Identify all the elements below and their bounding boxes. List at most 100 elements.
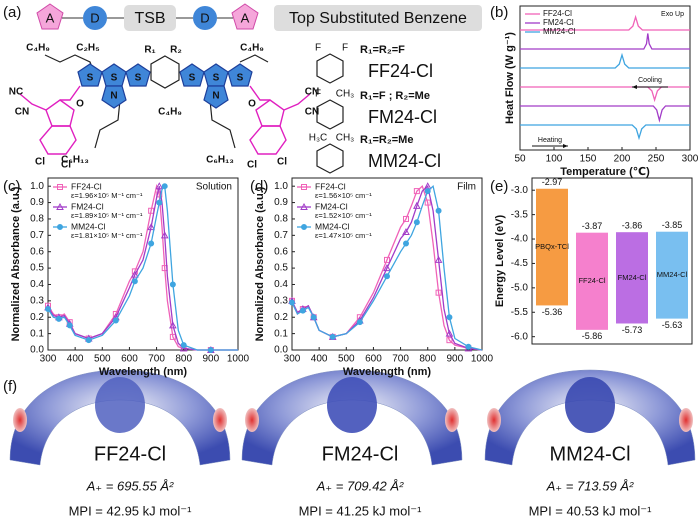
atom-label: CN [305,87,319,98]
esp-mpi: MPI = 42.95 kJ mol⁻¹ [69,503,192,518]
substituent-formula: R₁=R₂=F [360,44,405,56]
y-tick-label: 0.2 [30,312,44,323]
side-chain [209,99,236,149]
data-line [520,124,690,141]
legend-epsilon: ε=1.81×10⁵ M⁻¹ cm⁻¹ [71,231,143,240]
acceptor-name: FF24-Cl [368,61,433,81]
atom-label: S [135,73,142,84]
molecule [19,54,311,155]
esp-surface [241,369,463,466]
x-tick-label: 700 [148,354,165,365]
marker [66,322,73,329]
marker [131,270,139,278]
y-tick-label: 1.0 [274,181,288,192]
panel-label: (a) [3,4,21,21]
legend-label: FM24-Cl [315,201,348,211]
x-tick-label: 500 [94,354,111,365]
marker [299,307,306,314]
x-tick-label: 900 [203,354,220,365]
acceptor-ring [39,125,77,155]
acceptor-ring [249,125,287,155]
y-tick-label: 0.9 [274,197,288,208]
x-tick-label: 500 [338,354,355,365]
atom-label: O [76,99,84,110]
y-tick-label: -4.5 [511,258,529,269]
plot-frame [291,177,483,351]
x-tick-label: 300 [682,154,699,165]
esp-mpi: MPI = 41.25 kJ mol⁻¹ [299,503,422,518]
marker [402,228,410,236]
atom-label: C₂H₅ [76,43,100,54]
legend-epsilon: ε=1.52×10⁵ cm⁻¹ [315,211,372,220]
y-tick-label: -4.0 [511,234,529,245]
unit-label: TSB [134,10,165,27]
marker [156,199,163,206]
marker [289,299,295,306]
marker [384,256,390,263]
y-tick-label: 0.8 [30,214,44,225]
atom-label: Cl [35,157,45,168]
marker [301,184,307,190]
x-tick-label: 300 [40,354,57,365]
data-line [520,14,690,31]
x-tick-label: 700 [392,354,409,365]
atom-label: R₁ [144,45,155,56]
marker [131,278,138,285]
homo-label: -5.86 [582,331,603,341]
atom-label: C₆H₁₃ [206,155,234,166]
y-axis-label: Normalized Absorbance (a.u.) [10,186,22,341]
caption-box [274,5,482,31]
esp-surface [9,369,231,466]
atom-label: Cl [277,157,287,168]
y-tick-label: 0.1 [274,328,288,339]
y-tick-label: 0.6 [30,246,44,257]
side-chain [239,54,269,63]
atom-label: S [237,73,244,84]
marker [435,289,442,296]
atom-label: C₆H₁₃ [61,155,89,166]
esp-area: A₊ = 709.42 Å² [316,478,404,493]
chart-title: Solution [196,182,232,193]
atom-label: N [212,91,219,102]
y-tick-label: 0.6 [274,246,288,257]
atom-label: CN [15,107,29,118]
legend-label: FM24-Cl [71,201,104,211]
benzene [316,53,344,84]
marker [300,202,308,210]
marker [413,219,420,226]
x-axis-label: Wavelength (nm) [99,366,188,378]
tsb-shape [124,5,176,31]
energy-bar [576,232,608,330]
legend-epsilon: ε=1.96×10⁵ M⁻¹ cm⁻¹ [71,191,143,200]
marker [403,240,409,247]
energy-bar [536,188,568,306]
atom-label: Cl [247,160,257,171]
arrow-head [632,85,637,89]
marker [310,314,317,321]
lumo-label: -3.87 [582,221,603,231]
plot-frame [531,177,693,345]
bar-label: MM24-Cl [657,270,688,279]
x-tick-label: 800 [175,354,192,365]
x-tick-label: 1000 [471,354,494,365]
x-tick-label: 50 [514,154,526,165]
marker [445,329,454,337]
atom-label: NC [9,87,23,98]
atom-label: S [213,73,220,84]
marker [155,182,164,190]
marker [403,215,409,222]
y-axis-label: Normalized Absorbance (a.u.) [254,186,266,341]
marker [465,343,472,350]
dicyano [283,93,311,111]
marker [424,188,431,195]
homo-label: -5.36 [542,307,563,317]
unit-label: D [90,10,99,25]
legend-label: MM24-Cl [315,221,350,231]
legend-label: FF24-Cl [543,9,572,18]
marker [384,273,390,280]
data-line [47,183,238,351]
y-axis-label: Heat Flow (W g⁻¹) [504,32,516,124]
y-tick-label: -3.0 [511,185,529,196]
marker [161,183,168,190]
x-tick-label: 400 [311,354,328,365]
